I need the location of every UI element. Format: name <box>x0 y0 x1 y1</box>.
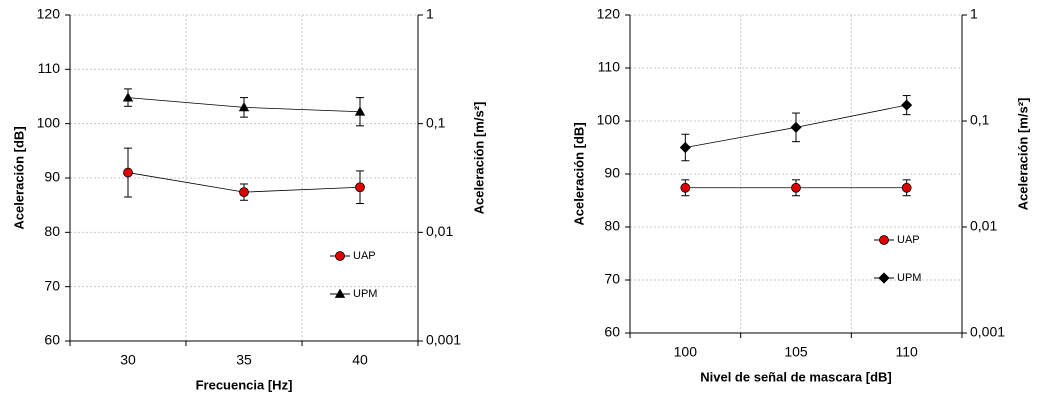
y-tick-label: 60 <box>604 324 620 340</box>
marker <box>878 272 890 284</box>
marker <box>239 187 249 198</box>
y2-tick-label: 0,1 <box>426 114 446 130</box>
legend-label: UPM <box>897 272 921 284</box>
chart-panel: 60 70 80 90 100 110 120 0,001 0,01 0,1 1 30 35 40 Frec… <box>11 6 486 393</box>
marker <box>238 102 250 112</box>
y-tick-label: 100 <box>37 114 61 130</box>
x-tick-label: 35 <box>236 352 252 368</box>
y2-tick-label: 0,01 <box>970 218 997 234</box>
y-tick-label: 70 <box>44 277 60 293</box>
y-tick-label: 100 <box>597 112 621 128</box>
legend-item: UAP <box>330 250 376 262</box>
y-tick-label: 110 <box>598 59 621 75</box>
y2-tick-label: 0,1 <box>970 112 990 128</box>
y-tick-label: 90 <box>44 169 60 185</box>
marker <box>901 182 912 193</box>
y2-axis-title: Aceleración [m/s²] <box>1015 98 1030 211</box>
marker <box>123 167 133 178</box>
x-tick-label: 100 <box>674 344 698 360</box>
y2-axis-title: Aceleración [m/s²] <box>471 102 486 215</box>
x-tick-label: 105 <box>784 344 808 360</box>
y2-tick-label: 0,01 <box>426 223 453 239</box>
y-tick-label: 80 <box>604 218 620 234</box>
chart-panel: 60 70 80 90 100 110 120 0,001 0,01 0,1 1 100 105 110 N… <box>571 6 1030 385</box>
legend-label: UAP <box>897 234 920 246</box>
marker <box>680 182 691 193</box>
marker <box>791 182 801 193</box>
y-tick-label: 90 <box>604 165 620 181</box>
x-tick-label: 40 <box>352 352 368 368</box>
y2-tick-label: 1 <box>426 6 434 22</box>
legend-label: UAP <box>353 250 376 262</box>
y-tick-label: 80 <box>44 223 60 239</box>
marker <box>879 235 889 245</box>
y-tick-label: 60 <box>44 332 60 348</box>
y-tick-label: 70 <box>604 271 620 287</box>
marker <box>335 251 345 261</box>
y-tick-label: 110 <box>38 60 61 76</box>
marker <box>679 141 691 154</box>
marker <box>334 288 346 298</box>
marker <box>355 182 365 193</box>
x-axis-title: Nivel de señal de mascara [dB] <box>700 369 891 384</box>
y-tick-label: 120 <box>597 6 621 22</box>
y-axis-title: Aceleración [dB] <box>571 122 586 225</box>
y2-tick-label: 1 <box>970 6 978 22</box>
marker <box>122 92 134 102</box>
y-axis-title: Aceleración [dB] <box>11 126 26 229</box>
y2-tick-label: 0,001 <box>970 324 1005 340</box>
y2-tick-label: 0,001 <box>426 332 461 348</box>
x-axis-title: Frecuencia [Hz] <box>196 377 293 392</box>
legend-label: UPM <box>353 288 377 300</box>
marker <box>790 121 802 133</box>
legend-item: UPM <box>330 288 377 300</box>
marker <box>354 106 366 116</box>
y-tick-label: 120 <box>37 6 61 22</box>
marker <box>901 99 913 111</box>
legend-item: UPM <box>874 272 921 284</box>
x-tick-label: 110 <box>896 344 919 360</box>
legend-item: UAP <box>874 234 920 246</box>
x-tick-label: 30 <box>120 352 136 368</box>
